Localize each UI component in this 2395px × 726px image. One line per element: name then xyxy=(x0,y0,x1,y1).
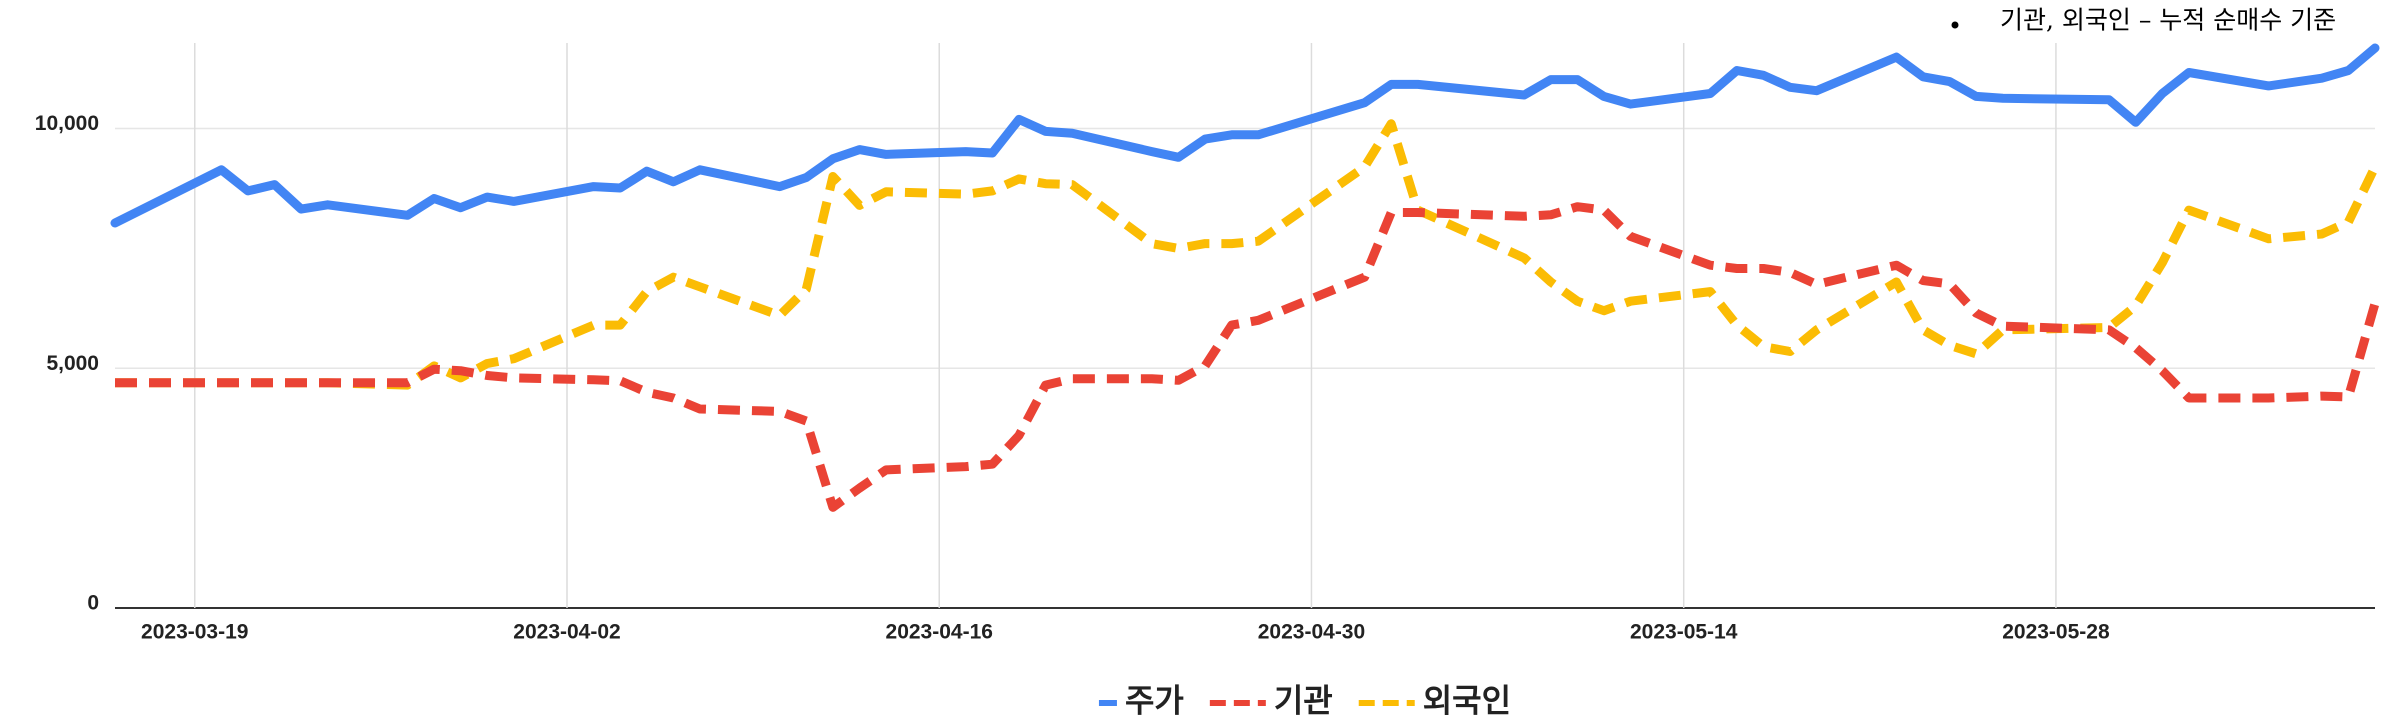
legend: 주가 기관 외국인 xyxy=(1098,682,1511,718)
legend-label: 주가 xyxy=(1125,682,1184,718)
y-tick-label: 10,000 xyxy=(35,112,99,135)
series-line xyxy=(110,43,2380,228)
x-tick-label: 2023-04-16 xyxy=(886,621,993,644)
legend-label: 기관 xyxy=(1274,682,1333,718)
annotation: 기관, 외국인 – 누적 순매수 기준 xyxy=(2000,6,2336,35)
y-tick-label: 5,000 xyxy=(46,352,99,375)
annotation-bullet xyxy=(1951,21,1959,29)
y-tick-label: 0 xyxy=(87,592,99,615)
series-line xyxy=(115,119,2380,390)
series-line xyxy=(115,202,2380,512)
x-tick-label: 2023-05-28 xyxy=(2002,621,2110,644)
x-tick-label: 2023-04-02 xyxy=(513,621,620,644)
legend-item: 기관 xyxy=(1209,682,1333,718)
x-tick-label: 2023-04-30 xyxy=(1258,621,1365,644)
x-tick-label: 2023-05-14 xyxy=(1630,621,1738,644)
x-tick-label: 2023-03-19 xyxy=(141,621,248,644)
legend-label: 외국인 xyxy=(1423,682,1511,718)
legend-item: 주가 xyxy=(1098,682,1184,718)
legend-item: 외국인 xyxy=(1358,682,1511,718)
